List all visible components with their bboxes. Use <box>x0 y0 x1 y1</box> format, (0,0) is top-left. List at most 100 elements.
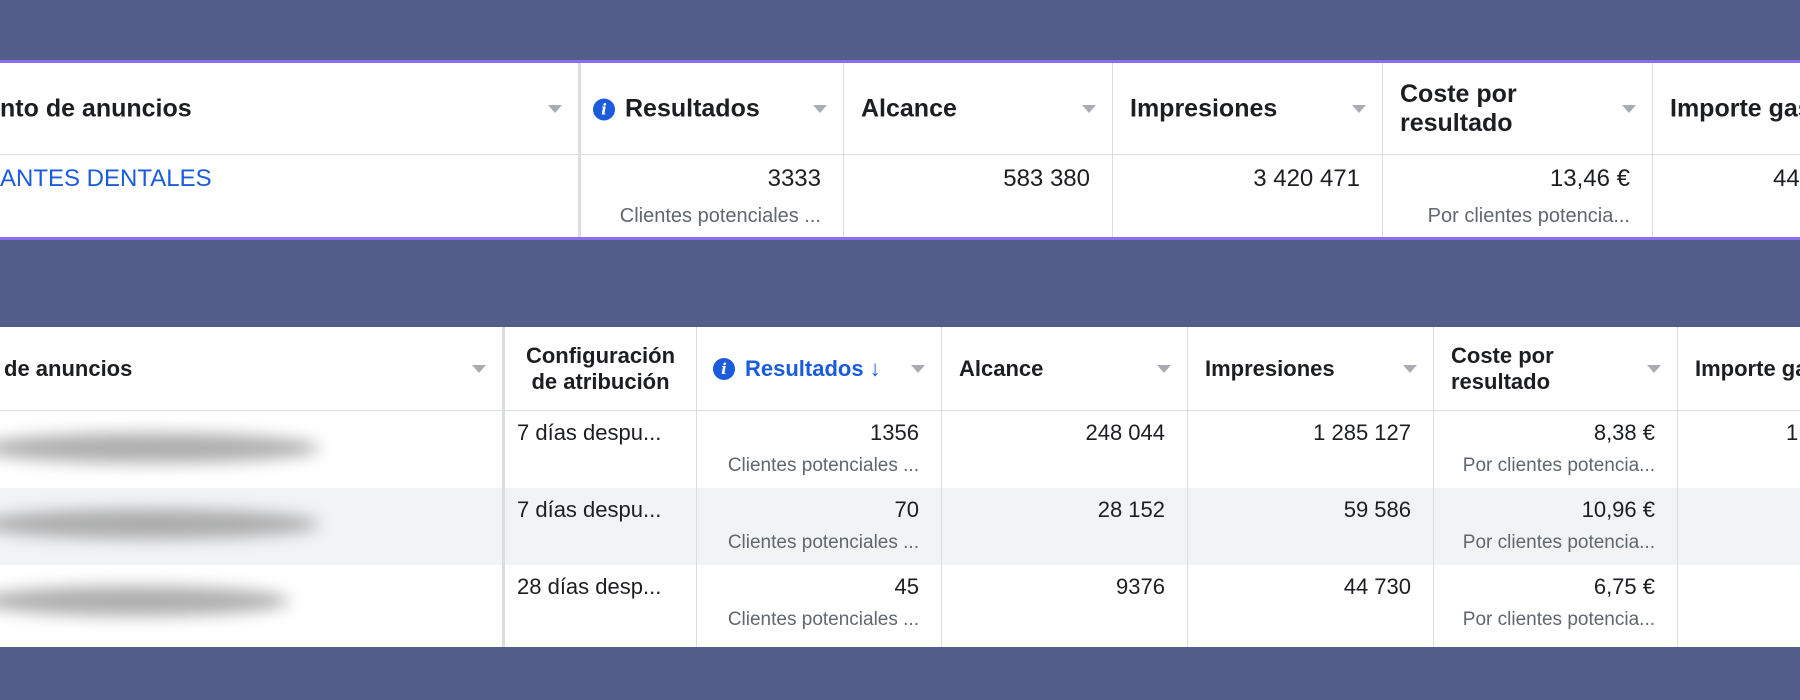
chevron-down-icon[interactable] <box>1403 364 1417 373</box>
column-header-campaign[interactable]: nto de anuncios <box>0 63 578 155</box>
reach-value: 248 044 <box>1085 420 1165 445</box>
column-results: i Resultados 3333 Clientes potenciales ..… <box>578 63 843 237</box>
column-campaign: nto de anuncios ANTES DENTALES <box>0 63 578 237</box>
column-header-attribution[interactable]: Configuración de atribución <box>505 327 696 411</box>
results-type: Clientes potenciales ... <box>727 455 919 476</box>
column-header-label: Coste por resultado <box>1451 342 1554 394</box>
results-type: Clientes potenciales ... <box>619 205 821 227</box>
cost-value: 13,46 € <box>1549 165 1630 192</box>
table-cell: 1356 Clientes potenciales ... <box>697 411 941 488</box>
results-value: 1356 <box>870 420 919 445</box>
table-cell: 1 285 127 <box>1188 411 1433 488</box>
column-reach: Alcance 248 044 28 152 9376 <box>941 327 1187 647</box>
results-type: Clientes potenciales ... <box>727 609 919 630</box>
table-cell: ANTES DENTALES <box>0 155 578 237</box>
impressions-value: 44 730 <box>1343 574 1411 599</box>
redacted-ad-name <box>0 509 320 539</box>
info-icon[interactable]: i <box>593 98 615 120</box>
column-cost-per-result: Coste por resultado 8,38 € Por clientes … <box>1433 327 1677 647</box>
table-cell: 6,75 € Por clientes potencia... <box>1434 565 1677 642</box>
spent-value: 44 <box>1773 165 1800 192</box>
column-header-results[interactable]: i Resultados ↓ <box>697 327 941 411</box>
column-header-label: Importe gas <box>1670 94 1800 122</box>
chevron-down-icon[interactable] <box>1647 364 1661 373</box>
table-cell: 28 152 <box>942 488 1187 565</box>
results-value: 3333 <box>767 165 821 192</box>
table-cell: 3 420 471 <box>1113 155 1382 237</box>
column-header-results[interactable]: i Resultados <box>581 63 843 155</box>
table-cell: 59 586 <box>1188 488 1433 565</box>
column-header-impressions[interactable]: Impresiones <box>1113 63 1382 155</box>
table-cell: 13,46 € Por clientes potencia... <box>1383 155 1652 237</box>
column-reach: Alcance 583 380 <box>843 63 1112 237</box>
column-header-reach[interactable]: Alcance <box>942 327 1187 411</box>
column-header-label: Impresiones <box>1130 94 1278 122</box>
table-cell: 70 Clientes potenciales ... <box>697 488 941 565</box>
chevron-down-icon[interactable] <box>1352 104 1366 113</box>
chevron-down-icon[interactable] <box>1157 364 1171 373</box>
chevron-down-icon[interactable] <box>472 364 486 373</box>
attribution-value: 28 días desp... <box>517 574 662 599</box>
redacted-ad-name <box>0 586 290 616</box>
spent-value: 1 <box>1786 420 1799 445</box>
chevron-down-icon[interactable] <box>1082 104 1096 113</box>
table-cell: 44 <box>1653 155 1800 237</box>
redacted-ad-name <box>0 433 320 463</box>
column-header-label: Alcance <box>959 355 1044 381</box>
column-ad-name: de anuncios <box>0 327 502 647</box>
attribution-value: 7 días despu... <box>517 497 662 522</box>
results-value: 70 <box>894 497 919 522</box>
column-header-label: i Resultados <box>593 94 760 123</box>
reach-value: 9376 <box>1116 574 1165 599</box>
column-results: i Resultados ↓ 1356 Clientes potenciales .… <box>696 327 941 647</box>
column-header-cost-per-result[interactable]: Coste por resultado <box>1383 63 1652 155</box>
sort-descending-icon[interactable]: ↓ <box>869 355 881 381</box>
chevron-down-icon[interactable] <box>911 364 925 373</box>
cost-value: 8,38 € <box>1593 420 1655 445</box>
cost-type: Por clientes potencia... <box>1462 609 1655 630</box>
reach-value: 28 152 <box>1097 497 1165 522</box>
column-header-label: Alcance <box>861 94 957 122</box>
ads-table: de anuncios Configuración de atribución … <box>0 327 1800 647</box>
table-cell: 44 730 <box>1188 565 1433 642</box>
table-cell: 583 380 <box>844 155 1112 237</box>
column-amount-spent: Importe gas 44 <box>1652 63 1800 237</box>
table-cell: 45 Clientes potenciales ... <box>697 565 941 642</box>
attribution-value: 7 días despu... <box>517 420 662 445</box>
column-header-amount-spent[interactable]: Importe ga <box>1678 327 1800 411</box>
column-header-label: i Resultados ↓ <box>713 356 881 382</box>
info-icon[interactable]: i <box>713 357 735 380</box>
chevron-down-icon[interactable] <box>813 104 827 113</box>
column-header-label: Coste por resultado <box>1400 79 1517 137</box>
impressions-value: 1 285 127 <box>1313 420 1411 445</box>
results-type: Clientes potenciales ... <box>727 532 919 553</box>
column-header-label: nto de anuncios <box>0 94 192 122</box>
table-cell: 10,96 € Por clientes potencia... <box>1434 488 1677 565</box>
column-header-impressions[interactable]: Impresiones <box>1188 327 1433 411</box>
table-cell: 248 044 <box>942 411 1187 488</box>
column-header-amount-spent[interactable]: Importe gas <box>1653 63 1800 155</box>
table-cell: 9376 <box>942 565 1187 642</box>
column-impressions: Impresiones 1 285 127 59 586 44 730 <box>1187 327 1433 647</box>
reach-value: 583 380 <box>1003 165 1090 192</box>
campaign-summary-table: nto de anuncios ANTES DENTALES i Resultad… <box>0 60 1800 240</box>
table-cell: 7 días despu... <box>505 488 696 565</box>
column-header-ad-name[interactable]: de anuncios <box>0 327 502 411</box>
impressions-value: 3 420 471 <box>1253 165 1360 192</box>
table-cell: 3333 Clientes potenciales ... <box>581 155 843 237</box>
chevron-down-icon[interactable] <box>548 104 562 113</box>
table-cell: 1 <box>1678 411 1800 488</box>
column-header-label: Importe ga <box>1695 355 1800 381</box>
campaign-name-link[interactable]: ANTES DENTALES <box>0 165 212 192</box>
column-amount-spent: Importe ga 1 <box>1677 327 1800 647</box>
cost-value: 10,96 € <box>1581 497 1655 522</box>
cost-type: Por clientes potencia... <box>1462 455 1655 476</box>
column-header-label: Configuración de atribución <box>525 342 676 394</box>
chevron-down-icon[interactable] <box>1622 104 1636 113</box>
table-cell: 7 días despu... <box>505 411 696 488</box>
column-header-reach[interactable]: Alcance <box>844 63 1112 155</box>
table-row[interactable] <box>0 565 1800 642</box>
impressions-value: 59 586 <box>1343 497 1411 522</box>
column-header-label: Impresiones <box>1205 355 1335 381</box>
column-header-cost-per-result[interactable]: Coste por resultado <box>1434 327 1677 411</box>
